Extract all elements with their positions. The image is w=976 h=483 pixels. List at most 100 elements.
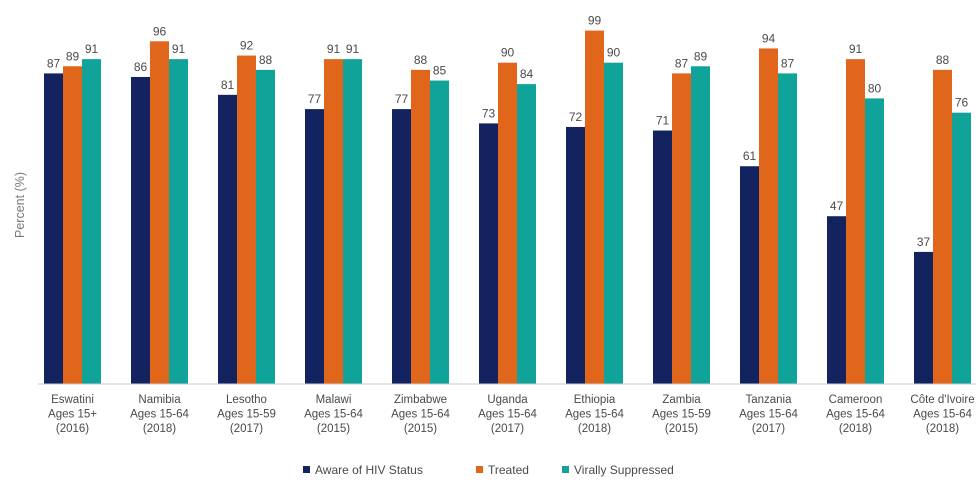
- bar-value-label: 87: [675, 56, 689, 70]
- bar-group: 86 96 91: [131, 24, 188, 384]
- legend-label: Aware of HIV Status: [315, 463, 423, 477]
- bar: [237, 55, 256, 385]
- x-tick-label: Ethiopia Ages 15-64 (2018): [565, 394, 624, 435]
- bar-value-label: 71: [656, 114, 670, 128]
- bar-value-label: 80: [868, 81, 882, 95]
- bar: [865, 98, 884, 385]
- bar-value-label: 87: [47, 56, 61, 70]
- bar-group: 37 88 76: [914, 53, 971, 385]
- bar-value-label: 91: [849, 42, 863, 56]
- bar-value-label: 88: [414, 53, 428, 67]
- bar-group: 87 89 91: [44, 42, 101, 385]
- bar: [827, 216, 846, 384]
- bar: [169, 59, 188, 384]
- bar-value-label: 77: [395, 92, 409, 106]
- bar-value-label: 76: [955, 96, 969, 110]
- x-tick-label: Zambia Ages 15-59 (2015): [652, 394, 711, 435]
- bar: [305, 109, 324, 385]
- bar-value-label: 81: [221, 78, 235, 92]
- bar: [392, 109, 411, 385]
- bar: [218, 94, 237, 384]
- legend-item: Aware of HIV Status: [303, 463, 423, 477]
- legend-swatch: [562, 466, 569, 473]
- bar-value-label: 91: [85, 42, 99, 56]
- bar: [778, 73, 797, 384]
- bar: [82, 59, 101, 384]
- bar-value-label: 77: [308, 92, 322, 106]
- bar-value-label: 88: [259, 53, 273, 67]
- bar: [846, 59, 865, 384]
- bar-group: 72 99 90: [566, 14, 623, 385]
- bar-value-label: 92: [240, 39, 254, 53]
- bar-value-label: 90: [501, 46, 515, 60]
- bar-value-label: 73: [482, 106, 496, 120]
- bar: [691, 66, 710, 385]
- bar: [131, 76, 150, 384]
- bar: [63, 66, 82, 385]
- bar: [759, 48, 778, 385]
- x-tick-label: Tanzania Ages 15-64 (2017): [739, 394, 798, 435]
- bar-value-label: 88: [936, 53, 950, 67]
- bar: [914, 251, 933, 384]
- x-tick-label: Lesotho Ages 15-59 (2017): [217, 394, 276, 435]
- legend: Aware of HIV Status Treated Virally Suppre…: [303, 463, 674, 477]
- bar-value-label: 89: [694, 49, 708, 63]
- bar-value-label: 91: [327, 42, 341, 56]
- bar-group: 61 94 87: [740, 31, 797, 385]
- bar: [585, 30, 604, 384]
- bar: [411, 69, 430, 384]
- y-axis-title: Percent (%): [13, 172, 27, 238]
- bar-value-label: 86: [134, 60, 148, 74]
- bar-value-label: 72: [569, 110, 583, 124]
- x-tick-label: Namibia Ages 15-64 (2018): [130, 394, 189, 435]
- bar-group: 71 87 89: [653, 49, 710, 385]
- x-tick-label: Malawi Ages 15-64 (2015): [304, 394, 363, 435]
- legend-swatch: [476, 466, 483, 473]
- bar-value-label: 85: [433, 64, 447, 78]
- legend-swatch: [303, 466, 310, 473]
- bar: [604, 62, 623, 384]
- bar: [653, 130, 672, 384]
- bar: [44, 73, 63, 384]
- bar: [517, 84, 536, 385]
- bar-value-label: 87: [781, 56, 795, 70]
- bar: [498, 62, 517, 384]
- bar-group: 47 91 80: [827, 42, 884, 385]
- x-tick-label: Cameroon Ages 15-64 (2018): [826, 394, 885, 435]
- legend-label: Virally Suppressed: [574, 463, 674, 477]
- bar-value-label: 99: [588, 14, 602, 28]
- x-tick-label: Zimbabwe Ages 15-64 (2015): [391, 394, 450, 435]
- bar: [343, 59, 362, 384]
- bar-value-label: 37: [917, 235, 931, 249]
- bar-value-label: 47: [830, 199, 844, 213]
- bar-group: 81 92 88: [218, 39, 275, 385]
- bar: [672, 73, 691, 384]
- bar-value-label: 94: [762, 31, 776, 45]
- x-tick-label: Côte d'Ivoire Ages 15-64 (2018): [910, 394, 974, 435]
- legend-item: Virally Suppressed: [562, 463, 674, 477]
- bar: [150, 41, 169, 384]
- bar-value-label: 61: [743, 149, 757, 163]
- bar-value-label: 84: [520, 67, 534, 81]
- bar-value-label: 89: [66, 49, 80, 63]
- bar: [566, 126, 585, 385]
- legend-label: Treated: [488, 463, 529, 477]
- bar: [479, 123, 498, 384]
- bar-value-label: 96: [153, 24, 167, 38]
- bar-group: 77 88 85: [392, 53, 449, 385]
- bar: [430, 80, 449, 385]
- x-tick-label: Uganda Ages 15-64 (2017): [478, 394, 537, 435]
- bar: [933, 69, 952, 384]
- x-tick-labels: Eswatini Ages 15+ (2016) Namibia Ages 15-64(…: [48, 394, 975, 435]
- bar-value-label: 90: [607, 46, 621, 60]
- bar-group: 77 91 91: [305, 42, 362, 385]
- bar-value-label: 91: [346, 42, 360, 56]
- bar: [324, 59, 343, 384]
- bar-group: 73 90 84: [479, 46, 536, 385]
- bar: [740, 166, 759, 384]
- bar: [256, 69, 275, 384]
- bar: [952, 112, 971, 385]
- bar-value-label: 91: [172, 42, 186, 56]
- x-tick-label: Eswatini Ages 15+ (2016): [48, 394, 97, 435]
